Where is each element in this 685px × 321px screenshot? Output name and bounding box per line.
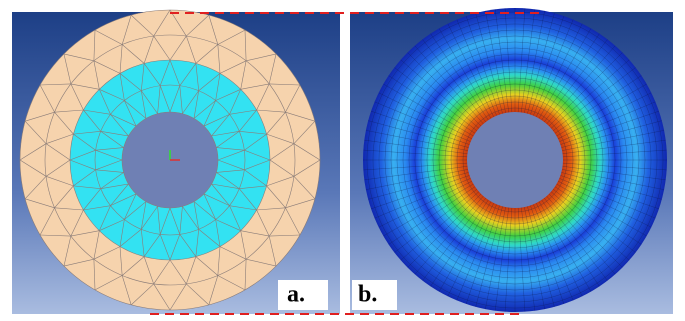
figure: a. b. (0, 0, 685, 321)
panel-label: b. (358, 282, 377, 308)
hole (467, 112, 563, 208)
panel-label: a. (287, 282, 305, 308)
